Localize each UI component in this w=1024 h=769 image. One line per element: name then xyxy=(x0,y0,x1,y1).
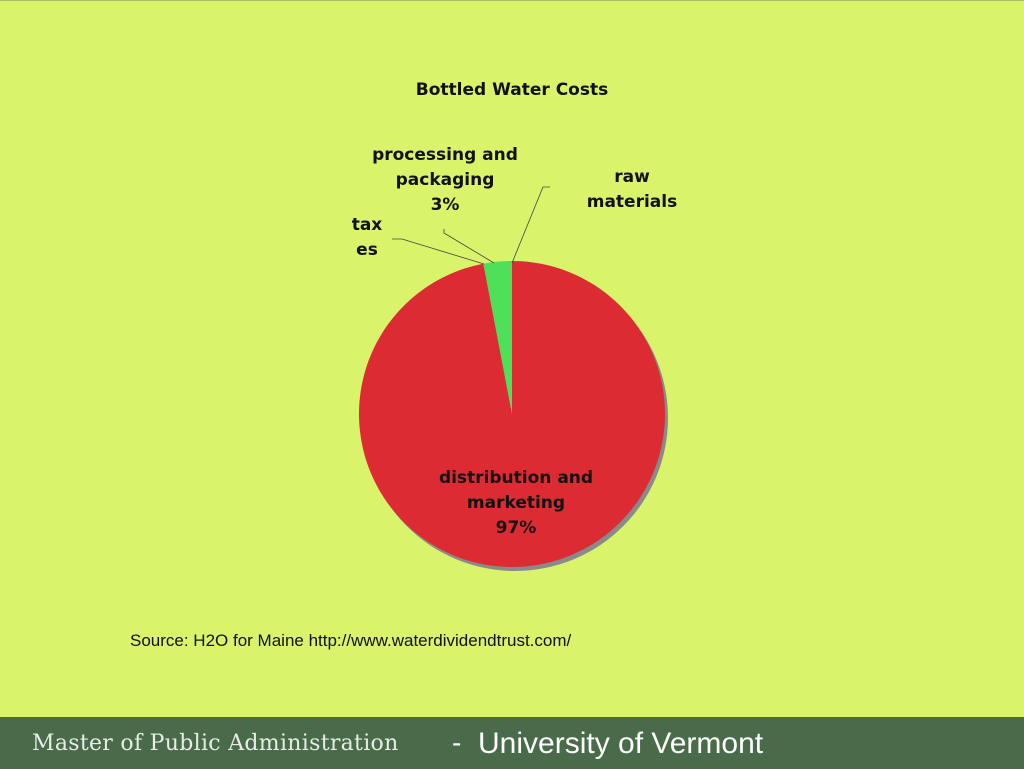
slice-label-processing-packaging: processing and packaging 3% xyxy=(372,145,518,215)
pie-chart: Bottled Water Costs distribution and marke… xyxy=(352,80,677,571)
slice-label-taxes: tax es xyxy=(352,215,383,260)
chart-title: Bottled Water Costs xyxy=(416,80,608,100)
slice-label-raw-materials: raw materials xyxy=(587,167,677,212)
leader-line-processing xyxy=(443,229,495,264)
footer-university-name: University of Vermont xyxy=(478,727,764,760)
slice-label-distribution-marketing: distribution and marketing 97% xyxy=(439,468,593,538)
source-citation: Source: H2O for Maine http://www.waterdi… xyxy=(130,631,572,650)
pie-slice-distribution-marketing xyxy=(358,261,665,568)
leader-line-raw-materials xyxy=(511,186,550,264)
footer-separator: - xyxy=(452,727,462,758)
footer-bar: Master of Public Administration - Univer… xyxy=(0,717,1024,769)
footer-program-name: Master of Public Administration xyxy=(32,731,399,756)
leader-line-taxes xyxy=(392,238,485,265)
pie-slice-processing-packaging xyxy=(483,261,512,414)
